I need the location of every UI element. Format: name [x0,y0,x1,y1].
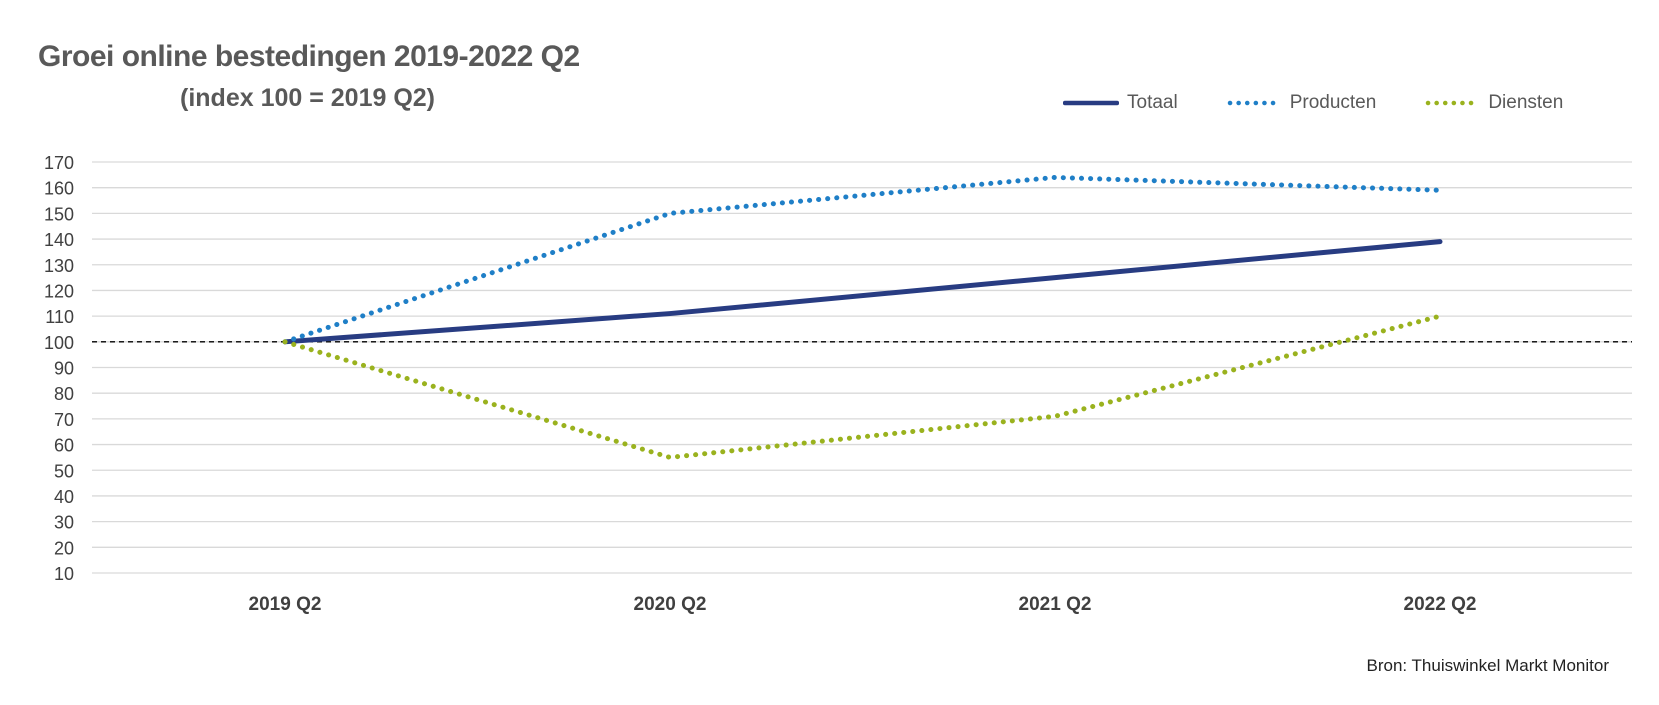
y-tick-label-30: 30 [54,513,74,533]
legend-label-diensten: Diensten [1488,92,1564,113]
legend-swatch-diensten [1426,100,1481,106]
series-line-producten [282,174,1443,345]
chart-subtitle: (index 100 = 2019 Q2) [180,84,436,112]
chart-legend: Totaal Producten Diensten [1063,92,1563,114]
source-note: Bron: Thuiswinkel Markt Monitor [1366,656,1610,675]
y-tick-label-90: 90 [54,359,74,379]
y-tick-label-130: 130 [44,256,74,276]
legend-label-producten: Producten [1289,92,1377,113]
y-tick-label-120: 120 [44,281,74,301]
y-tick-label-50: 50 [54,461,74,481]
y-tick-label-170: 170 [44,153,74,173]
x-tick-label-2: 2021 Q2 [1019,594,1092,615]
y-tick-label-40: 40 [54,487,74,507]
y-tick-label-60: 60 [54,436,74,456]
x-tick-label-3: 2022 Q2 [1404,594,1477,615]
x-tick-label-0: 2019 Q2 [249,594,322,615]
y-tick-label-160: 160 [44,179,74,199]
series-line-diensten [282,313,1443,460]
y-tick-label-110: 110 [45,307,74,327]
y-tick-label-100: 100 [44,333,74,353]
y-tick-label-80: 80 [54,384,74,404]
legend-item-totaal: Totaal [1063,92,1178,114]
y-tick-label-10: 10 [54,564,74,584]
y-tick-label-20: 20 [54,538,74,558]
legend-swatch-totaal [1063,100,1119,106]
series-line-totaal [282,239,1443,345]
legend-item-producten: Producten [1226,92,1377,114]
y-tick-label-150: 150 [44,204,74,224]
y-tick-label-140: 140 [44,230,74,250]
legend-swatch-producten [1227,100,1282,106]
x-tick-label-1: 2020 Q2 [634,594,707,615]
legend-label-totaal: Totaal [1127,92,1178,113]
legend-item-diensten: Diensten [1424,92,1563,114]
chart-title: Groei online bestedingen 2019-2022 Q2 [38,40,580,73]
y-tick-label-70: 70 [54,410,74,430]
